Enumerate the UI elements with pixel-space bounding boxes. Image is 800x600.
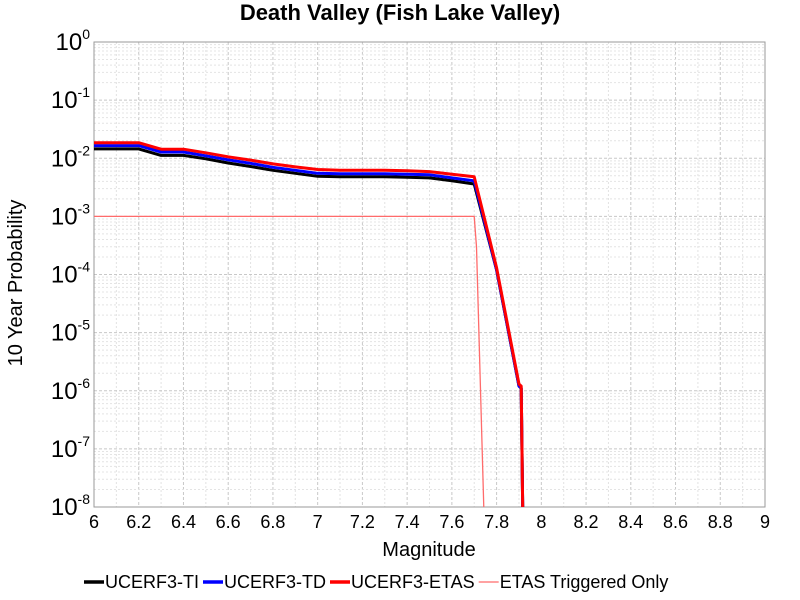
y-tick-label: 10-2 [51, 142, 90, 172]
legend-label: UCERF3-TD [224, 572, 326, 592]
x-tick-label: 8.4 [618, 512, 643, 532]
x-tick-label: 7.6 [439, 512, 464, 532]
x-tick-label: 6.2 [126, 512, 151, 532]
y-tick-base: 10 [51, 262, 78, 289]
x-tick-label: 9 [760, 512, 770, 532]
y-tick-label: 10-3 [51, 200, 90, 230]
y-tick-exponent: -3 [78, 200, 91, 216]
y-tick-label: 10-4 [51, 259, 90, 289]
grid [93, 41, 766, 508]
x-tick-label: 6.4 [171, 512, 196, 532]
y-tick-exponent: -2 [78, 142, 91, 158]
legend-label: UCERF3-TI [105, 572, 199, 592]
y-tick-label: 10-7 [51, 433, 90, 463]
y-tick-exponent: 0 [82, 26, 90, 42]
x-tick-label: 8.6 [663, 512, 688, 532]
y-tick-base: 10 [51, 320, 78, 347]
y-tick-label: 10-1 [51, 84, 90, 114]
y-tick-label: 10-5 [51, 317, 90, 347]
x-tick-label: 6.6 [216, 512, 241, 532]
y-tick-base: 10 [51, 494, 78, 521]
y-tick-label: 10-8 [51, 491, 90, 521]
y-axis-label: 10 Year Probability [5, 200, 27, 367]
legend-label: ETAS Triggered Only [500, 572, 669, 592]
y-tick-exponent: -8 [78, 491, 91, 507]
x-tick-label: 7.8 [484, 512, 509, 532]
legend: UCERF3-TI UCERF3-TD UCERF3-ETAS ETAS Trigge… [84, 572, 668, 592]
series-line-ucerf3-ti [94, 147, 525, 507]
y-tick-label: 10-6 [51, 375, 90, 405]
y-tick-exponent: -5 [78, 317, 91, 333]
x-tick-label: 6 [89, 512, 99, 532]
y-tick-exponent: -6 [78, 375, 91, 391]
y-tick-base: 10 [56, 29, 83, 56]
y-tick-base: 10 [51, 378, 78, 405]
y-tick-base: 10 [51, 145, 78, 172]
x-tick-label: 6.8 [260, 512, 285, 532]
y-tick-base: 10 [51, 203, 78, 230]
y-tick-base: 10 [51, 436, 78, 463]
chart-title: Death Valley (Fish Lake Valley) [240, 0, 560, 25]
y-tick-exponent: -7 [78, 433, 91, 449]
x-tick-label: 8 [536, 512, 546, 532]
x-tick-labels: 6 6.2 6.4 6.6 6.8 7 7.2 7.4 7.6 7.8 8 8.2 8.4 8.6 8.8 9 [89, 512, 770, 532]
x-tick-label: 7.2 [350, 512, 375, 532]
y-tick-exponent: -4 [78, 259, 91, 275]
plot-area-frame [93, 41, 766, 508]
legend-label: UCERF3-ETAS [351, 572, 475, 592]
x-tick-label: 7 [313, 512, 323, 532]
x-axis-label: Magnitude [382, 539, 475, 561]
x-tick-label: 7.4 [395, 512, 420, 532]
x-tick-label: 8.2 [574, 512, 599, 532]
x-tick-label: 8.8 [708, 512, 733, 532]
y-tick-base: 10 [51, 87, 78, 114]
series-line-etas-triggered-only [94, 215, 485, 507]
series-lines [94, 141, 525, 507]
y-tick-label: 100 [56, 26, 91, 56]
series-line-ucerf3-etas [94, 141, 525, 507]
y-tick-exponent: -1 [78, 84, 91, 100]
